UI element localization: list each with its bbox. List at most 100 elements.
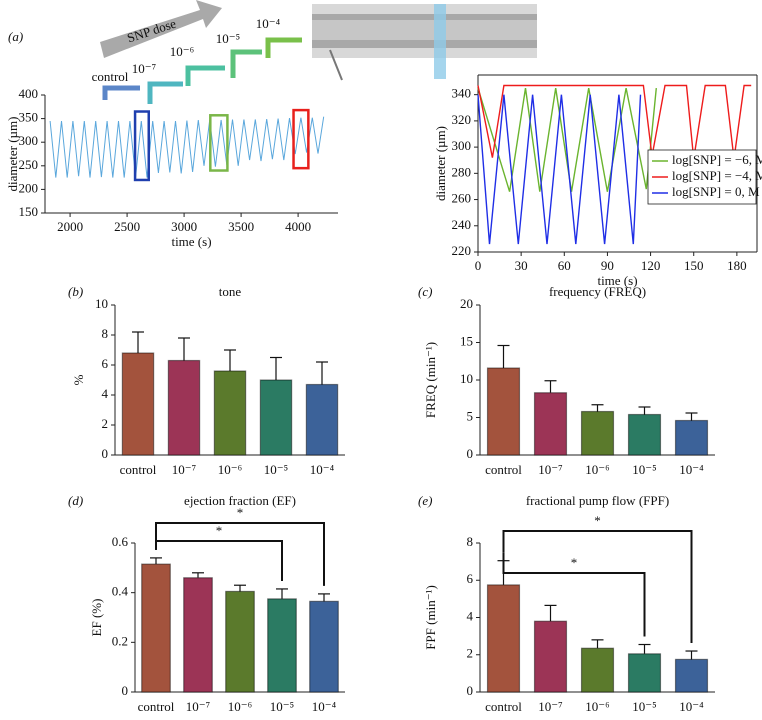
x-tick-label: 0 xyxy=(475,258,482,273)
chart-title: fractional pump flow (FPF) xyxy=(526,493,669,508)
dose-label: control xyxy=(92,69,129,84)
x-tick-label: 10⁻⁶ xyxy=(585,462,609,477)
y-tick-label: 2 xyxy=(102,416,109,431)
x-tick-label: 10⁻⁶ xyxy=(218,462,242,477)
bar xyxy=(121,352,155,456)
y-tick-label: 240 xyxy=(452,217,472,232)
y-tick-label: 350 xyxy=(19,110,39,125)
panel-label: (e) xyxy=(418,493,432,508)
y-tick-label: 150 xyxy=(19,204,39,219)
y-axis-label: FPF (min⁻¹) xyxy=(423,585,438,650)
chart-title: tone xyxy=(219,284,242,299)
y-tick-label: 0 xyxy=(467,446,474,461)
significance-label: * xyxy=(594,513,601,528)
y-axis-label: EF (%) xyxy=(89,599,104,637)
bar xyxy=(167,359,201,456)
dose-label: 10⁻⁷ xyxy=(132,61,156,76)
bar xyxy=(141,563,171,693)
significance-bracket xyxy=(502,530,693,644)
vessel-image xyxy=(312,4,537,81)
x-tick-label: 30 xyxy=(515,258,528,273)
panel-label: (b) xyxy=(68,284,83,299)
chart-title: frequency (FREQ) xyxy=(549,284,646,299)
dose-label: 10⁻⁶ xyxy=(170,44,194,59)
y-tick-label: 300 xyxy=(452,138,472,153)
x-tick-label: 2500 xyxy=(114,219,140,234)
x-tick-label: 120 xyxy=(641,258,661,273)
chart-title: ejection fraction (EF) xyxy=(184,493,296,508)
significance-bracket xyxy=(155,540,283,581)
x-tick-label: 10⁻⁵ xyxy=(264,462,288,477)
data-line xyxy=(477,87,657,192)
bar xyxy=(259,379,293,456)
x-tick-label: 10⁻⁵ xyxy=(632,699,656,714)
bar xyxy=(183,577,213,693)
significance-label: * xyxy=(237,505,244,520)
x-tick-label: 10⁻⁷ xyxy=(538,462,562,477)
x-tick-label: 10⁻⁴ xyxy=(679,462,704,477)
y-tick-label: 6 xyxy=(467,571,474,586)
bar xyxy=(305,383,339,456)
significance-bracket xyxy=(155,522,325,586)
bar xyxy=(580,410,615,456)
bar xyxy=(533,392,568,456)
panel-label: (d) xyxy=(68,493,83,508)
x-tick-label: 150 xyxy=(684,258,704,273)
x-tick-label: 2000 xyxy=(57,219,83,234)
x-tick-label: control xyxy=(120,462,157,477)
y-tick-label: 10 xyxy=(95,296,108,311)
x-tick-label: 10⁻⁴ xyxy=(310,462,335,477)
y-tick-label: 10 xyxy=(460,371,473,386)
y-tick-label: 0.4 xyxy=(112,584,129,599)
x-tick-label: 60 xyxy=(558,258,571,273)
y-tick-label: 260 xyxy=(452,191,472,206)
panel-label: (a) xyxy=(8,29,23,44)
highlight-box xyxy=(292,108,310,170)
dose-arrow-label: SNP dose xyxy=(125,16,178,46)
y-tick-label: 0 xyxy=(122,683,129,698)
y-axis-label: % xyxy=(71,374,86,385)
y-tick-label: 320 xyxy=(452,112,472,127)
x-tick-label: 10⁻⁷ xyxy=(538,699,562,714)
y-tick-label: 8 xyxy=(467,534,474,549)
y-tick-label: 400 xyxy=(19,86,39,101)
y-tick-label: 8 xyxy=(102,326,109,341)
highlight-box xyxy=(133,110,150,182)
x-tick-label: 10⁻⁴ xyxy=(679,699,704,714)
dose-label: 10⁻⁴ xyxy=(256,16,281,31)
y-tick-label: 0.6 xyxy=(112,534,129,549)
y-axis-label: diameter (µm) xyxy=(433,126,448,201)
y-tick-label: 220 xyxy=(452,243,472,258)
y-tick-label: 280 xyxy=(452,164,472,179)
x-tick-label: 10⁻⁷ xyxy=(186,699,210,714)
legend-label: log[SNP] = 0, M xyxy=(672,184,760,199)
bar xyxy=(627,653,662,693)
y-axis-label: diameter (µm) xyxy=(5,117,20,192)
bar xyxy=(213,370,247,456)
bar xyxy=(267,598,297,693)
y-tick-label: 0 xyxy=(102,446,109,461)
x-tick-label: control xyxy=(485,462,522,477)
bar xyxy=(225,590,255,693)
x-tick-label: 90 xyxy=(601,258,614,273)
dose-staircase xyxy=(100,0,302,104)
y-tick-label: 5 xyxy=(467,408,474,423)
bar xyxy=(533,620,568,693)
data-line xyxy=(477,94,642,245)
x-tick-label: 10⁻⁶ xyxy=(228,699,252,714)
bar xyxy=(580,647,615,693)
x-tick-label: 3000 xyxy=(171,219,197,234)
x-axis-label: time (s) xyxy=(171,234,211,249)
bar xyxy=(674,419,709,456)
y-tick-label: 300 xyxy=(19,133,39,148)
bar xyxy=(486,367,521,456)
y-tick-label: 250 xyxy=(19,157,39,172)
x-tick-label: 10⁻⁵ xyxy=(632,462,656,477)
highlight-box xyxy=(209,114,229,172)
y-tick-label: 15 xyxy=(460,333,473,348)
x-tick-label: 10⁻⁴ xyxy=(312,699,337,714)
x-tick-label: 4000 xyxy=(285,219,311,234)
y-tick-label: 0.2 xyxy=(112,633,128,648)
y-tick-label: 20 xyxy=(460,296,473,311)
